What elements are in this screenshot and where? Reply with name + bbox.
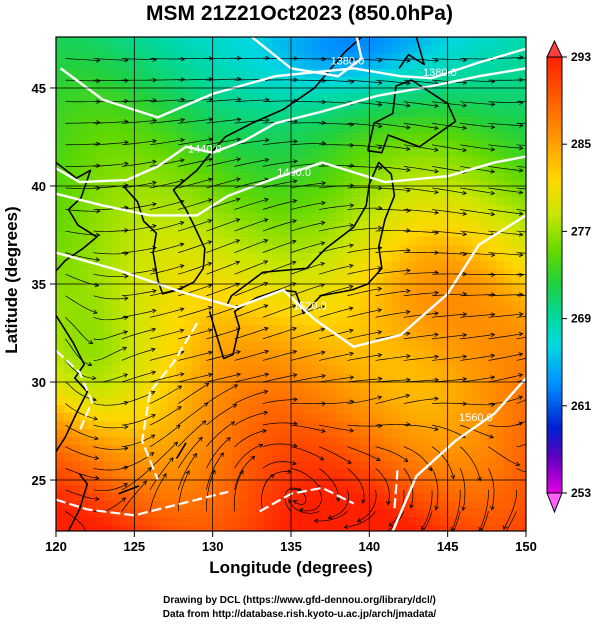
height-contours: 1380.0 1380.0 1440.0 1460.0 1520.0 1560.0	[56, 37, 526, 531]
y-tick-label: 35	[32, 277, 46, 292]
colorbar-tick-label: 277	[571, 224, 591, 238]
colorbar-tick-label: 269	[571, 312, 591, 326]
x-tick-label: 145	[437, 539, 459, 554]
y-tick-label: 30	[32, 375, 46, 390]
contour-label: 1440.0	[188, 144, 222, 156]
contour-label: 1520.0	[293, 300, 327, 312]
contour-line	[251, 37, 363, 78]
colorbar-tick-label: 253	[571, 486, 591, 500]
colorbar-tick-label: 285	[571, 137, 591, 151]
x-tick-label: 130	[202, 539, 224, 554]
colorbar-tick-label: 293	[571, 50, 591, 64]
x-tick-label: 120	[45, 539, 67, 554]
contour-label: 1560.0	[459, 412, 493, 424]
credit-line-1: Drawing by DCL (https://www.gfd-dennou.o…	[163, 595, 436, 606]
colorbar-bottom-arrow	[546, 492, 563, 514]
contour-line	[391, 377, 526, 531]
y-axis-label: Latitude (degrees)	[2, 206, 21, 354]
contour-line	[56, 349, 94, 432]
contour-line	[56, 214, 526, 348]
colorbar-gradient	[546, 56, 563, 494]
x-tick-label: 135	[280, 539, 302, 554]
y-tick-label: 25	[32, 473, 46, 488]
coastline	[56, 37, 457, 531]
map-title: MSM 21Z21Oct2023 (850.0hPa)	[146, 2, 453, 25]
colorbar-ticks: 293 285 277 269 261 253	[562, 50, 591, 500]
x-tick-label: 125	[123, 539, 145, 554]
contour-line	[56, 67, 526, 184]
x-tick-label: 150	[515, 539, 537, 554]
contour-label: 1380.0	[331, 55, 365, 67]
temperature-field	[56, 37, 526, 531]
credit-line-2: Data from http://database.rish.kyoto-u.a…	[162, 609, 437, 620]
contour-label: 1460.0	[277, 167, 311, 179]
y-tick-label: 40	[32, 179, 46, 194]
colorbar-top-arrow	[546, 39, 563, 58]
x-tick-label: 140	[358, 539, 380, 554]
contour-label: 1380.0	[423, 67, 457, 79]
y-tick-label: 45	[32, 81, 46, 96]
grid-lines	[56, 37, 526, 531]
colorbar-tick-label: 261	[571, 399, 591, 413]
x-axis-ticks: 120 125 130 135 140 145 150	[45, 531, 537, 554]
contour-line	[56, 490, 229, 517]
colorbar: 293 285 277 269 261 253	[546, 39, 591, 514]
contour-line	[259, 486, 355, 513]
wind-streamlines	[65, 55, 526, 531]
y-axis-ticks: 25 30 35 40 45	[32, 81, 56, 488]
x-axis-label: Longitude (degrees)	[209, 558, 373, 577]
contour-line	[393, 470, 399, 510]
contour-line	[141, 322, 198, 481]
